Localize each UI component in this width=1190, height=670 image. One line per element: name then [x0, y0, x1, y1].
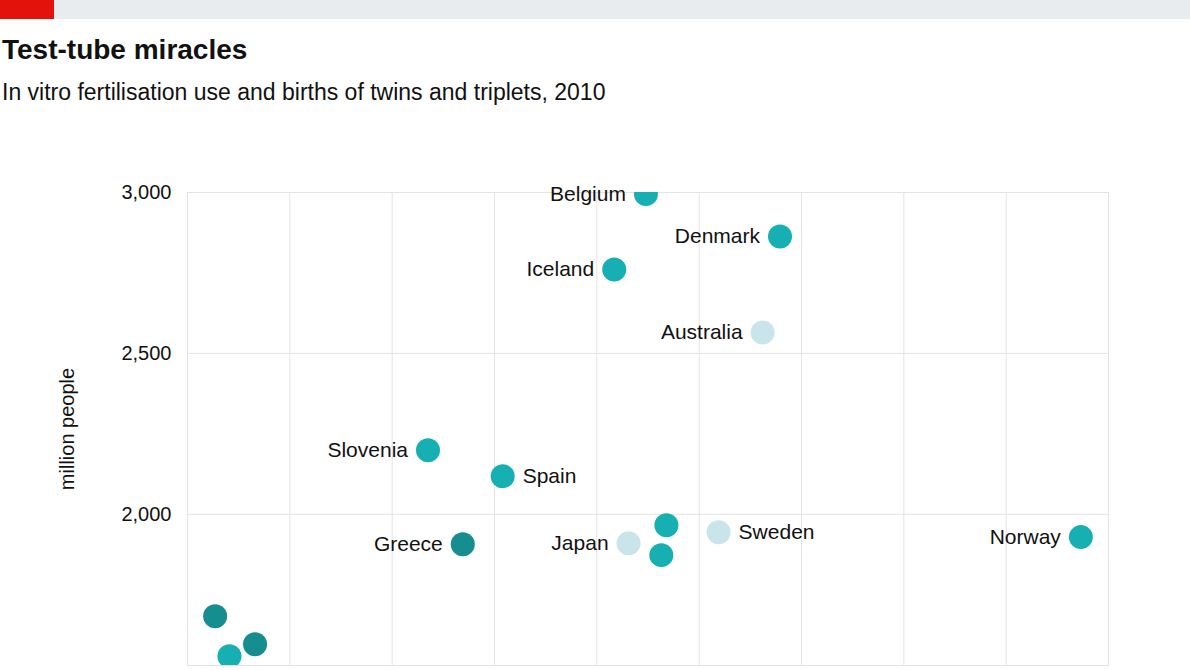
svg-text:Iceland: Iceland	[527, 257, 595, 280]
svg-text:Norway: Norway	[990, 525, 1062, 548]
svg-text:million people: million people	[56, 368, 78, 490]
svg-text:Greece: Greece	[374, 532, 443, 555]
svg-text:2,500: 2,500	[121, 342, 171, 364]
svg-text:Australia: Australia	[661, 320, 743, 343]
svg-text:3,000: 3,000	[121, 181, 171, 203]
html-text:In vitro fertilisation use and: In vitro fertilisation use and births of…	[2, 79, 606, 105]
svg-text:Spain: Spain	[523, 464, 577, 487]
svg-text:Belgium: Belgium	[550, 182, 626, 205]
html-text:Test-tube miracles: Test-tube miracles	[2, 34, 248, 65]
svg-text:Japan: Japan	[551, 531, 608, 554]
svg-text:Denmark: Denmark	[675, 224, 761, 247]
svg-text:Slovenia: Slovenia	[327, 438, 408, 461]
svg-text:Sweden: Sweden	[739, 520, 815, 543]
svg-text:2,000: 2,000	[121, 503, 171, 525]
